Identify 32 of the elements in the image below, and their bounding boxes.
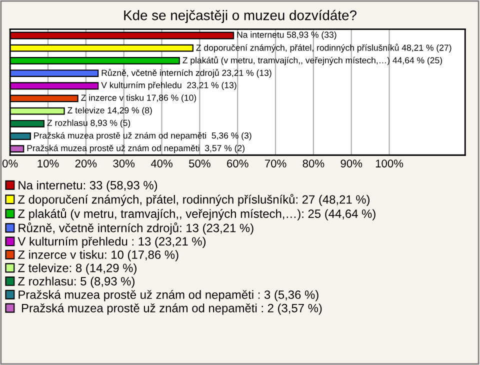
x-tick-label: 20% [75,160,97,168]
data-label: Z plakátů (v metru, tramvajích,, veřejných místech,…) 44,64 % (25) [182,56,442,66]
data-label: Pražská muzea prostě už znám od nepaměti 5,36 % (3) [34,132,252,140]
x-tick-label: 10% [38,160,59,168]
chart-title: Kde se nejčastěji o muzeu dozvídáte? [124,10,356,23]
data-label: Z televize 14,29 % (8) [68,106,152,116]
x-tick-label: 30% [113,160,135,168]
legend-label: V kulturním přehledu : 13 (23,21 %) [18,236,206,248]
x-tick-label: 50% [189,160,210,168]
x-tick-label: 60% [227,160,248,168]
legend-label: Z rozhlasu: 5 (8,93 %) [18,276,134,288]
data-label: Z rozhlasu 8,93 % (5) [47,120,130,128]
legend-label: Pražská muzea prostě už znám od nepaměti : 3 (5,36 %) [18,290,318,302]
x-tick-label: 40% [150,160,172,168]
x-tick-label: 100% [376,160,404,168]
x-tick-label: 90% [340,160,362,168]
x-tick-label: 80% [302,160,324,168]
legend-label: Pražská muzea prostě už znám od nepaměti : 2 (3,57 %) [22,303,322,315]
legend-label: Na internetu: 33 (58,93 %) [18,180,158,192]
data-label: V kulturním přehledu 23,21 % (13) [101,82,236,90]
legend-label: Různě, včetně interních zdrojů: 13 (23,21 %) [18,222,254,235]
legend-label: Z plakátů (v metru, tramvajích,, veřejných místech,…): 25 (44,64 %) [18,208,376,220]
legend-label: Z televize: 8 (14,29 %) [18,263,136,275]
legend-label: Z doporučení známých, přátel, rodinných příslušníků: 27 (48,21 %) [18,194,370,206]
data-label: Různě, včetně interních zdrojů 23,21 % (13) [102,68,272,78]
legend-label: Z inzerce v tisku: 10 (17,86 %) [18,250,178,262]
x-tick-label: 0% [2,160,18,168]
data-label: Z inzerce v tisku 17,86 % (10) [81,94,196,103]
data-label: Z doporučení známých, přátel, rodinných příslušníků 48,21 % (27) [196,44,452,53]
data-label: Pražská muzea prostě už znám od nepaměti 3,57 % (2) [27,144,244,153]
data-label: Na internetu 58,93 % (33) [237,31,336,40]
x-tick-label: 70% [264,160,286,168]
